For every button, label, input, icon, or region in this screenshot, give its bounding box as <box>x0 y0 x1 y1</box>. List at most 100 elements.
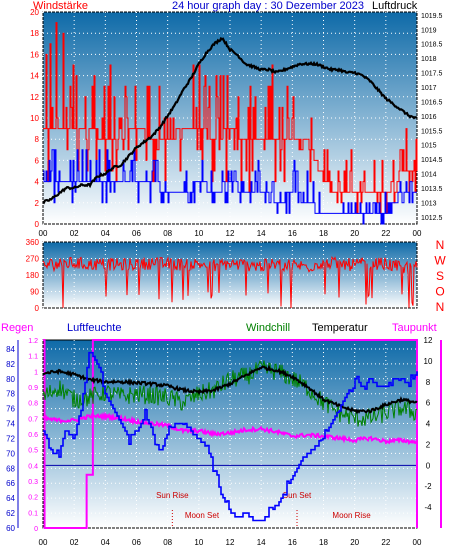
temperature-label: Temperatur <box>312 322 368 334</box>
temperature-tick-label: 0 <box>426 461 431 470</box>
x-tick-label: 08 <box>163 538 172 547</box>
annotation-label: Sun Set <box>283 491 312 500</box>
humidity-label: Luftfeuchte <box>67 322 121 334</box>
temperature-axis-ticks: -4 -2 0 2 4 6 8 10 12 <box>424 336 433 512</box>
pressure-tick-label: 1013 <box>421 200 437 207</box>
humidity-tick-label: 84 <box>6 345 15 354</box>
x-tick-label: 14 <box>257 538 266 547</box>
compass-label: W <box>434 254 446 268</box>
x-tick-label: 18 <box>319 538 328 547</box>
temperature-x-ticks: 00 02 04 06 08 10 12 14 16 18 20 22 00 <box>39 538 422 547</box>
temperature-tick-label: 12 <box>424 336 433 345</box>
x-tick-label: 20 <box>350 229 359 238</box>
humidity-tick-label: 74 <box>6 420 15 429</box>
wind-avg-line <box>43 149 417 225</box>
rain-tick-label: 0.7 <box>28 416 38 423</box>
humidity-tick-label: 82 <box>6 360 15 369</box>
pressure-tick-label: 1014 <box>421 172 437 179</box>
direction-tick-label: 0 <box>35 304 40 313</box>
humidity-line <box>43 351 418 522</box>
wind-direction-y-ticks: 0 90 180 270 360 <box>26 238 40 313</box>
dewpoint-line <box>42 411 418 446</box>
wind-tick-label: 0 <box>35 220 40 229</box>
x-tick-label: 00 <box>39 229 48 238</box>
pressure-tick-label: 1017 <box>421 85 437 92</box>
direction-tick-label: 360 <box>26 238 40 247</box>
wind-tick-label: 16 <box>30 50 39 59</box>
temperature-tick-label: -4 <box>424 503 432 512</box>
pressure-tick-label: 1019 <box>421 27 437 34</box>
x-tick-label: 00 <box>413 538 422 547</box>
pressure-tick-label: 1018.5 <box>421 42 443 49</box>
x-tick-label: 08 <box>163 229 172 238</box>
temperature-tick-label: 6 <box>426 399 431 408</box>
humidity-tick-label: 66 <box>6 479 15 488</box>
wind-tick-label: 2 <box>35 199 40 208</box>
pressure-tick-label: 1015 <box>421 143 437 150</box>
humidity-tick-label: 80 <box>6 375 15 384</box>
wind-tick-label: 12 <box>30 93 39 102</box>
direction-tick-label: 180 <box>26 271 40 280</box>
annotation-label: Sun Rise <box>156 491 189 500</box>
humidity-tick-label: 62 <box>6 509 15 518</box>
x-tick-label: 12 <box>226 538 235 547</box>
rain-tick-label: 0.5 <box>28 448 38 455</box>
rain-tick-label: 0.3 <box>28 479 38 486</box>
rain-label: Regen <box>1 322 33 334</box>
rain-tick-label: 1 <box>34 369 38 376</box>
wind-pressure-x-ticks: 00 02 04 06 08 10 12 14 16 18 20 22 00 <box>39 229 422 238</box>
temperature-line <box>42 364 418 415</box>
wind-tick-label: 18 <box>30 29 39 38</box>
pressure-tick-label: 1018 <box>421 56 437 63</box>
x-tick-label: 16 <box>288 538 297 547</box>
wind-tick-label: 14 <box>30 72 39 81</box>
x-tick-label: 06 <box>132 229 141 238</box>
x-tick-label: 10 <box>194 538 203 547</box>
compass-label: O <box>435 285 444 299</box>
temperature-panel: Sun Rise Moon Set Sun Set Moon Rise 0 0.1 0.2… <box>1 322 442 547</box>
dewpoint-label: Taupunkt <box>392 322 437 334</box>
humidity-tick-label: 78 <box>6 390 15 399</box>
wind-tick-label: 10 <box>30 114 39 123</box>
pressure-tick-label: 1016 <box>421 114 437 121</box>
x-tick-label: 16 <box>288 229 297 238</box>
compass-label: S <box>436 269 444 283</box>
pressure-axis-title: Luftdruck <box>372 0 418 12</box>
x-tick-label: 04 <box>101 229 110 238</box>
x-tick-label: 06 <box>132 538 141 547</box>
pressure-tick-label: 1013.5 <box>421 186 443 193</box>
temperature-tick-label: -2 <box>424 482 432 491</box>
rain-tick-label: 0.9 <box>28 385 38 392</box>
x-tick-label: 00 <box>39 538 48 547</box>
compass-label: N <box>436 238 445 252</box>
rain-tick-label: 0.2 <box>28 495 38 502</box>
temperature-tick-label: 4 <box>426 420 431 429</box>
pressure-tick-label: 1019.5 <box>421 13 443 20</box>
pressure-line <box>42 36 418 205</box>
pressure-tick-label: 1015.5 <box>421 128 443 135</box>
wind-direction-line <box>42 256 418 309</box>
pressure-tick-label: 1014.5 <box>421 157 443 164</box>
pressure-tick-label: 1016.5 <box>421 99 443 106</box>
rain-tick-label: 0.4 <box>28 463 38 470</box>
rain-tick-label: 0 <box>34 526 38 533</box>
pressure-tick-label: 1012.5 <box>421 215 443 222</box>
x-tick-label: 10 <box>194 229 203 238</box>
sun-moon-annotations: Sun Rise Moon Set Sun Set Moon Rise <box>156 491 371 528</box>
humidity-tick-label: 72 <box>6 434 15 443</box>
rain-tick-label: 1.1 <box>28 354 38 361</box>
wind-tick-label: 20 <box>30 8 39 17</box>
x-tick-label: 02 <box>70 538 79 547</box>
humidity-tick-label: 68 <box>6 464 15 473</box>
temperature-tick-label: 10 <box>424 357 433 366</box>
humidity-tick-label: 76 <box>6 405 15 414</box>
wind-tick-label: 6 <box>35 156 40 165</box>
annotation-label: Moon Rise <box>332 511 371 520</box>
x-tick-label: 04 <box>101 538 110 547</box>
humidity-axis-ticks: 60 62 64 66 68 70 72 74 76 78 80 82 84 <box>6 345 15 533</box>
x-tick-label: 20 <box>350 538 359 547</box>
rain-tick-label: 1.2 <box>28 338 38 345</box>
